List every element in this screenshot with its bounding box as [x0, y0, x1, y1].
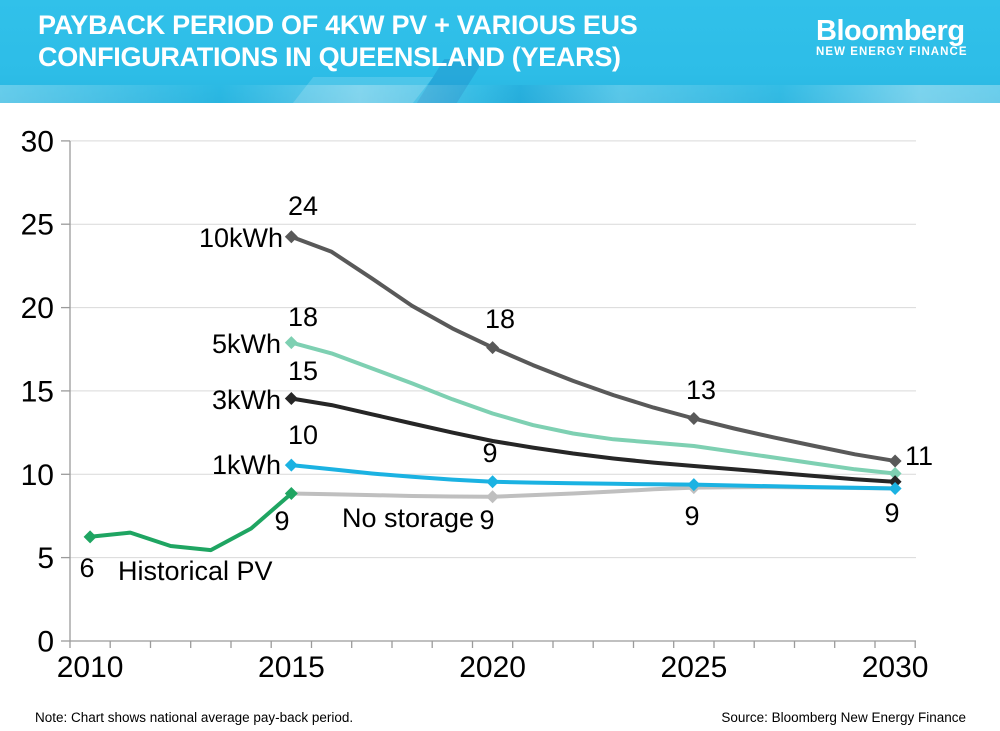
- chart-note: Note: Chart shows national average pay-b…: [35, 710, 354, 725]
- marker-historical-pv-2010: [83, 530, 97, 544]
- y-axis-label-20: 20: [21, 292, 54, 325]
- annotation-9-no-storage: No storage: [342, 503, 474, 533]
- annotation-1-10kwh: 10kWh: [199, 223, 283, 253]
- series-historical-pv: [83, 486, 298, 553]
- annotation-10-6: 6: [79, 553, 94, 583]
- annotation-15-13: 13: [686, 375, 716, 405]
- marker-1kwh-2020: [486, 475, 500, 489]
- marker-no-storage-2020: [486, 490, 500, 504]
- logo-subtitle-text: NEW ENERGY FINANCE: [816, 46, 968, 58]
- page-title-line-2: CONFIGURATIONS IN QUEENSLAND (YEARS): [38, 42, 621, 72]
- marker-10kwh-2020: [486, 341, 500, 355]
- annotation-0-24: 24: [288, 191, 318, 221]
- x-axis-label-2010: 2010: [57, 651, 124, 684]
- marker-1kwh-2030: [888, 481, 902, 495]
- marker-10kwh-2015: [284, 230, 298, 244]
- header-decoration-wave: [0, 85, 1000, 103]
- series-1kwh: [284, 458, 902, 495]
- annotation-13-9: 9: [482, 438, 497, 468]
- logo-brand-text: Bloomberg: [816, 15, 965, 47]
- marker-historical-pv-2015: [284, 486, 298, 500]
- y-axis-label-5: 5: [37, 542, 54, 575]
- series-line-5kwh: [289, 340, 898, 476]
- annotation-11-historical-pv: Historical PV: [118, 556, 273, 586]
- y-axis-label-15: 15: [21, 375, 54, 408]
- annotation-17-11: 11: [905, 441, 933, 471]
- page-title: PAYBACK PERIOD OF 4KW PV + VARIOUS EUS C…: [38, 9, 638, 73]
- marker-3kwh-2030: [888, 475, 902, 489]
- series-line-1kwh: [289, 463, 898, 491]
- annotation-5-3kwh: 3kWh: [212, 385, 281, 415]
- series: [83, 230, 902, 553]
- marker-10kwh-2030: [888, 454, 902, 468]
- y-axis-label-25: 25: [21, 209, 54, 242]
- header-banner: PAYBACK PERIOD OF 4KW PV + VARIOUS EUS C…: [0, 0, 1000, 103]
- x-axis-label-2030: 2030: [862, 651, 929, 684]
- annotation-8-9: 9: [274, 506, 289, 536]
- x-axis-label-2020: 2020: [459, 651, 526, 684]
- annotation-4-15: 15: [288, 356, 318, 386]
- x-axis-label-2015: 2015: [258, 651, 325, 684]
- series-10kwh: [284, 230, 902, 468]
- annotation-2-18: 18: [288, 302, 318, 332]
- series-line-10kwh: [289, 234, 898, 463]
- marker-3kwh-2015: [284, 391, 298, 405]
- series-line-historical-pv: [88, 491, 294, 553]
- annotation-12-18: 18: [485, 304, 515, 334]
- annotation-6-10: 10: [288, 420, 318, 450]
- x-axis-label-2025: 2025: [661, 651, 728, 684]
- series-5kwh: [284, 336, 902, 480]
- y-axis-label-10: 10: [21, 459, 54, 492]
- marker-5kwh-2030: [888, 466, 902, 480]
- series-3kwh: [284, 391, 902, 489]
- annotation-7-1kwh: 1kWh: [212, 450, 281, 480]
- annotation-18-9: 9: [884, 498, 899, 528]
- annotation-16-9: 9: [684, 501, 699, 531]
- gridlines: [70, 140, 916, 559]
- annotation-14-9: 9: [479, 505, 494, 535]
- marker-5kwh-2015: [284, 336, 298, 350]
- marker-1kwh-2025: [687, 478, 701, 492]
- y-axis-label-30: 30: [21, 125, 54, 158]
- bloomberg-logo: Bloomberg NEW ENERGY FINANCE: [816, 16, 968, 58]
- chart-source: Source: Bloomberg New Energy Finance: [721, 710, 966, 725]
- page-title-line-1: PAYBACK PERIOD OF 4KW PV + VARIOUS EUS: [38, 10, 638, 40]
- y-axis-label-0: 0: [37, 626, 54, 659]
- annotation-3-5kwh: 5kWh: [212, 329, 281, 359]
- series-line-3kwh: [289, 396, 898, 484]
- marker-10kwh-2025: [687, 411, 701, 425]
- marker-1kwh-2015: [284, 458, 298, 472]
